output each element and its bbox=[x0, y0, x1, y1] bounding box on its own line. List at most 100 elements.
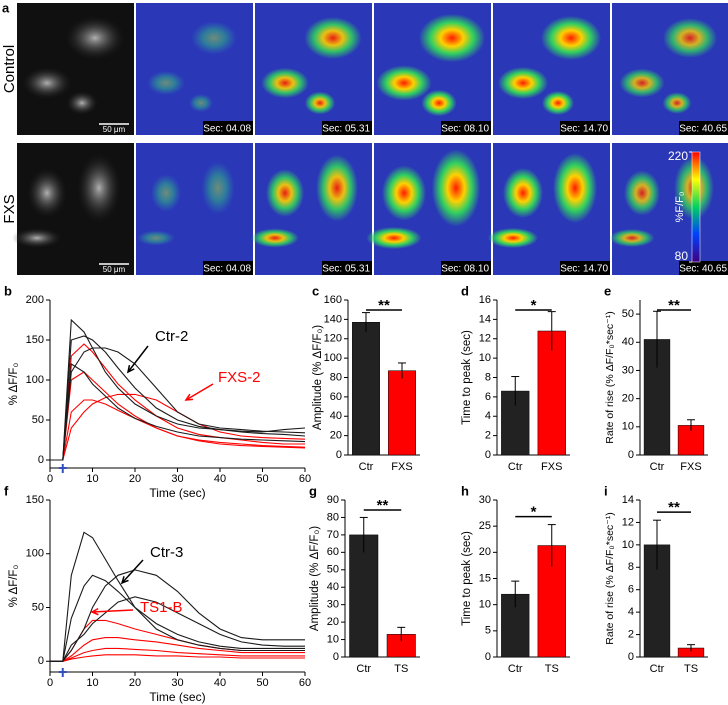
panel-label: i bbox=[604, 483, 608, 498]
annotation-arrow bbox=[121, 559, 144, 584]
annotation-arrow bbox=[91, 609, 134, 613]
y-tick-label: 100 bbox=[26, 548, 44, 560]
trace bbox=[50, 619, 305, 662]
cell bbox=[553, 153, 597, 223]
timestamp-box bbox=[679, 121, 728, 135]
annotation: Ctr-2 bbox=[155, 328, 188, 345]
cell bbox=[147, 71, 185, 95]
significance: * bbox=[531, 297, 537, 314]
cell bbox=[189, 94, 213, 112]
x-tick-label: 10 bbox=[86, 677, 98, 689]
trace bbox=[50, 363, 306, 461]
y-tick-label: 25 bbox=[479, 520, 491, 532]
x-tick-label: 30 bbox=[171, 677, 183, 689]
x-tick-label: 0 bbox=[47, 677, 53, 689]
cell bbox=[663, 18, 717, 58]
y-tick-label: 20 bbox=[330, 430, 342, 442]
y-tick-label: 30 bbox=[327, 599, 339, 611]
x-tick-label: 0 bbox=[47, 473, 53, 485]
error-bar bbox=[511, 376, 520, 406]
panel-label: g bbox=[309, 483, 317, 498]
y-tick-label: 50 bbox=[32, 601, 44, 613]
panel-label: b bbox=[4, 283, 12, 298]
y-tick-label: 50 bbox=[32, 414, 44, 426]
micrograph: Sec: 14.70 bbox=[488, 143, 610, 275]
image-background bbox=[136, 3, 253, 135]
micrograph: Sec: 04.08 bbox=[136, 3, 253, 135]
cell bbox=[22, 67, 72, 99]
y-tick-label: 50 bbox=[327, 564, 339, 576]
y-tick-label: 150 bbox=[26, 494, 44, 506]
image-background bbox=[612, 3, 728, 135]
y-tick-label: 40 bbox=[330, 410, 342, 422]
x-tick-label: 60 bbox=[299, 473, 311, 485]
cell bbox=[421, 89, 457, 117]
y-tick-label: 12 bbox=[479, 333, 491, 345]
y-tick-label: 15 bbox=[479, 572, 491, 584]
x-tick-label: 10 bbox=[86, 473, 98, 485]
y-tick-label: 14 bbox=[622, 494, 634, 506]
y-tick-label: 6 bbox=[485, 391, 491, 403]
cell bbox=[376, 65, 432, 101]
y-axis-label: Amplitude (% ΔF/F₀) bbox=[309, 526, 321, 631]
x-tick-label: Ctr bbox=[356, 663, 371, 675]
image-background bbox=[136, 143, 253, 275]
colorbar-label: %F/F₀ bbox=[674, 192, 686, 223]
y-tick-label: 0 bbox=[485, 651, 491, 663]
timestamp-box bbox=[322, 121, 372, 135]
y-tick-label: 160 bbox=[324, 294, 342, 306]
y-tick-label: 140 bbox=[324, 313, 342, 325]
annotation: FXS-2 bbox=[218, 369, 261, 386]
y-tick-label: 14 bbox=[479, 313, 491, 325]
micrograph: Sec: 04.08 bbox=[136, 143, 253, 275]
y-tick-label: 60 bbox=[330, 391, 342, 403]
timestamp: Sec: 04.08 bbox=[203, 124, 251, 135]
y-tick-label: 8 bbox=[485, 371, 491, 383]
annotation-arrow bbox=[127, 345, 149, 373]
bar bbox=[537, 330, 566, 456]
cell bbox=[419, 13, 485, 63]
trace bbox=[50, 531, 305, 662]
x-tick-label: FXS bbox=[541, 461, 562, 473]
cell bbox=[304, 91, 336, 115]
micrograph: 50 μm bbox=[17, 3, 134, 135]
cell bbox=[498, 67, 548, 99]
y-tick-label: 50 bbox=[622, 308, 634, 320]
x-tick-label: Ctr bbox=[359, 461, 374, 473]
micrograph: Sec: 14.70 bbox=[493, 3, 610, 135]
cell bbox=[624, 170, 660, 216]
cell bbox=[503, 168, 543, 218]
cell bbox=[316, 154, 358, 222]
cell bbox=[382, 165, 426, 221]
y-tick-label: 40 bbox=[622, 336, 634, 348]
trace bbox=[50, 343, 305, 461]
y-tick-label: 6 bbox=[628, 584, 634, 596]
error-bar bbox=[687, 419, 695, 432]
error-bar bbox=[398, 362, 406, 379]
y-tick-label: 100 bbox=[26, 374, 44, 386]
cell bbox=[261, 67, 309, 99]
micrograph: Sec: 40.65 bbox=[609, 143, 728, 275]
cell bbox=[77, 153, 121, 223]
arrow-head bbox=[120, 576, 129, 585]
panel-label: a bbox=[2, 0, 10, 15]
x-tick-label: 50 bbox=[256, 677, 268, 689]
y-tick-label: 16 bbox=[479, 294, 491, 306]
cell bbox=[151, 174, 181, 212]
y-tick-label: 70 bbox=[327, 529, 339, 541]
y-tick-label: 150 bbox=[26, 334, 44, 346]
row-label: FXS bbox=[1, 194, 18, 223]
micrograph: Sec: 40.65 bbox=[612, 3, 728, 135]
timestamp: Sec: 04.08 bbox=[203, 264, 251, 275]
micrograph: Sec: 05.31 bbox=[251, 143, 372, 275]
trace bbox=[50, 335, 306, 461]
y-tick-label: 0 bbox=[38, 454, 44, 466]
trace bbox=[50, 347, 306, 461]
panel-label: e bbox=[604, 283, 611, 298]
x-tick-label: Ctr bbox=[650, 663, 665, 675]
cell bbox=[65, 16, 125, 60]
trace bbox=[50, 393, 306, 461]
x-tick-label: 30 bbox=[171, 473, 183, 485]
y-axis-label: % ΔF/F₀ bbox=[8, 565, 20, 608]
x-tick-label: Ctr bbox=[650, 461, 665, 473]
